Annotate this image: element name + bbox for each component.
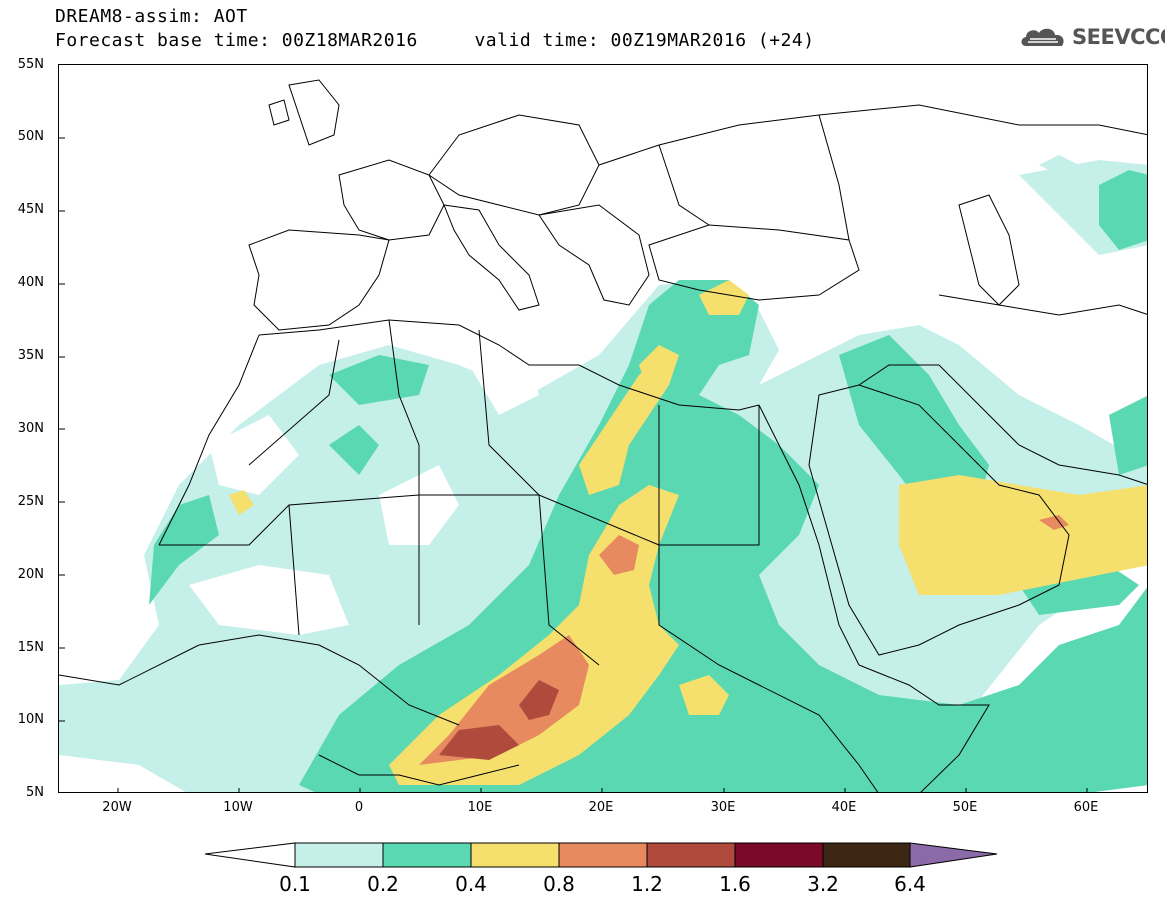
colorbar-high-arrow [909,842,998,868]
logo-text: SEEVCCC [1072,25,1165,49]
lon-label-10e: 10E [467,800,493,815]
colorbar-label-1-2: 1.2 [631,872,663,896]
lat-label-40n: 40N [17,275,44,290]
lat-label-55n: 55N [17,57,44,72]
colorbar-low-arrow [205,842,296,868]
colorbar-label-0-8: 0.8 [543,872,575,896]
colorbar-label-1-6: 1.6 [719,872,751,896]
forecast-time-line: Forecast base time: 00Z18MAR2016 valid t… [55,30,815,51]
colorbar-label-6-4: 6.4 [894,872,926,896]
colorbar-bin-0-1 [294,842,384,868]
map-title: DREAM8-assim: AOT [55,6,248,27]
cloud-icon [1021,28,1064,46]
colorbar-bin-1-2 [646,842,736,868]
lon-label-30e: 30E [710,800,736,815]
colorbar-bin-0-8 [558,842,648,868]
map-canvas [59,79,1147,792]
lat-label-25n: 25N [17,494,44,509]
aot-layer-1-2 [439,680,559,760]
lat-label-5n: 5N [26,785,44,800]
lon-label-60e: 60E [1073,800,1099,815]
lat-label-15n: 15N [17,640,44,655]
lon-label-20e: 20E [588,800,614,815]
colorbar-bin-0-2 [382,842,472,868]
lon-label-50e: 50E [952,800,978,815]
aot-layer-0-2 [149,170,1147,792]
lat-label-10n: 10N [17,712,44,727]
lat-label-30n: 30N [17,421,44,436]
axis-ticks [59,137,1088,792]
aot-colorbar [205,842,998,868]
colorbar-label-0-2: 0.2 [367,872,399,896]
seevccc-logo: SEEVCCC [1018,24,1165,50]
lon-label-10w: 10W [223,800,253,815]
lat-label-35n: 35N [17,348,44,363]
colorbar-bin-0-4 [470,842,560,868]
colorbar-bin-3-2 [822,842,911,868]
colorbar-label-0-4: 0.4 [455,872,487,896]
country-borders [59,79,1147,792]
lat-label-20n: 20N [17,567,44,582]
colorbar-label-3-2: 3.2 [807,872,839,896]
aot-clear-areas [189,335,539,635]
lat-label-50n: 50N [17,129,44,144]
lat-label-45n: 45N [17,202,44,217]
lon-label-0: 0 [354,800,364,815]
aot-map [58,64,1148,793]
lon-label-20w: 20W [102,800,132,815]
colorbar-bin-1-6 [734,842,824,868]
colorbar-label-0-1: 0.1 [279,872,311,896]
lon-label-40e: 40E [831,800,857,815]
